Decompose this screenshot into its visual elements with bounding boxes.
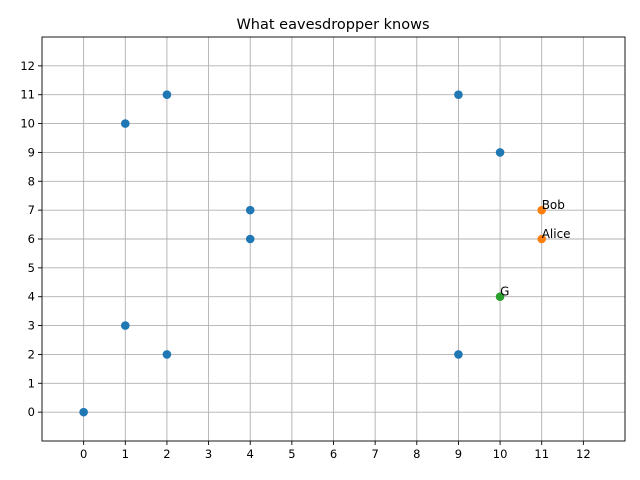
plot-frame bbox=[41, 36, 626, 442]
y-tick-label: 6 bbox=[28, 232, 35, 246]
y-tick-label: 3 bbox=[28, 319, 35, 333]
y-tick-label: 5 bbox=[28, 261, 35, 275]
data-point bbox=[454, 350, 463, 359]
data-point bbox=[245, 234, 255, 244]
y-tick-label: 10 bbox=[20, 117, 35, 131]
y-tick-label: 11 bbox=[20, 88, 35, 102]
x-tick-label: 3 bbox=[205, 447, 212, 461]
x-tick-label: 4 bbox=[247, 447, 254, 461]
x-tick-label: 10 bbox=[493, 447, 508, 461]
data-point bbox=[245, 205, 255, 215]
x-tick-label: 8 bbox=[413, 447, 420, 461]
y-tick-label: 2 bbox=[28, 347, 35, 361]
x-tick-label: 12 bbox=[576, 447, 591, 461]
point-label: Bob bbox=[542, 198, 565, 212]
x-tick-label: 2 bbox=[163, 447, 170, 461]
data-point bbox=[162, 90, 172, 100]
y-tick-label: 9 bbox=[28, 145, 35, 159]
x-tick-label: 5 bbox=[288, 447, 295, 461]
y-tick-label: 7 bbox=[28, 203, 35, 217]
grid-lines bbox=[42, 37, 625, 441]
x-tick-label: 11 bbox=[534, 447, 549, 461]
point-annotations: Alice Bob G bbox=[500, 198, 571, 299]
y-tick-label: 8 bbox=[28, 174, 35, 188]
data-point bbox=[120, 119, 130, 128]
x-tick-label: 0 bbox=[80, 447, 87, 461]
x-tick-label: 9 bbox=[455, 447, 462, 461]
x-tick-label: 7 bbox=[371, 447, 378, 461]
data-point bbox=[162, 350, 172, 359]
data-point bbox=[79, 407, 88, 417]
point-label: Alice bbox=[542, 227, 571, 241]
y-tick-label: 0 bbox=[28, 405, 35, 419]
data-point bbox=[454, 90, 463, 100]
data-point bbox=[537, 234, 547, 244]
chart-title: What eavesdropper knows bbox=[236, 17, 429, 33]
y-tick-label: 4 bbox=[28, 290, 35, 304]
data-point bbox=[120, 321, 130, 330]
data-points bbox=[79, 90, 547, 417]
data-point bbox=[495, 292, 505, 302]
data-point bbox=[495, 148, 505, 157]
data-point bbox=[537, 205, 547, 215]
y-tick-label: 1 bbox=[28, 376, 35, 390]
y-tick-label: 12 bbox=[20, 59, 35, 73]
x-tick-label: 6 bbox=[330, 447, 337, 461]
x-tick-label: 1 bbox=[122, 447, 129, 461]
point-label: G bbox=[500, 285, 509, 299]
